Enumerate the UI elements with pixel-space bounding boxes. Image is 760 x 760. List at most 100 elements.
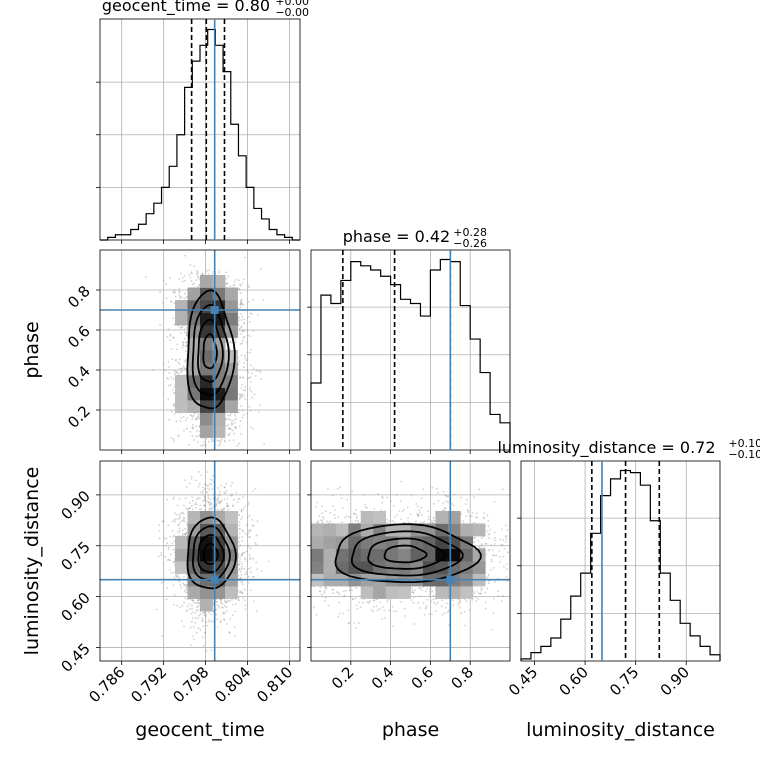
joint-geocent-time-vs-luminosity-distance-sample-point: [212, 475, 215, 477]
joint-geocent-time-vs-phase-density-cell: [187, 400, 201, 413]
joint-geocent-time-vs-phase-sample-point: [230, 428, 232, 431]
joint-geocent-time-vs-phase-sample-point: [224, 440, 226, 443]
joint-geocent-time-vs-phase-sample-point: [238, 328, 241, 330]
joint-geocent-time-vs-phase-sample-point: [185, 334, 188, 337]
joint-geocent-time-vs-phase-sample-point: [229, 340, 232, 343]
joint-geocent-time-vs-phase-sample-point: [172, 291, 175, 294]
joint-geocent-time-vs-luminosity-distance-sample-point: [225, 606, 228, 608]
joint-geocent-time-vs-phase-sample-point: [239, 300, 242, 303]
joint-geocent-time-vs-luminosity-distance-sample-point: [178, 576, 181, 579]
joint-geocent-time-vs-phase-sample-point: [227, 427, 230, 430]
joint-geocent-time-vs-luminosity-distance-sample-point: [208, 488, 211, 491]
joint-geocent-time-vs-luminosity-distance-sample-point: [202, 644, 205, 647]
joint-geocent-time-vs-luminosity-distance-sample-point: [205, 620, 208, 623]
joint-geocent-time-vs-luminosity-distance-sample-point: [234, 602, 237, 605]
joint-geocent-time-vs-phase-sample-point: [244, 385, 247, 388]
joint-geocent-time-vs-luminosity-distance-sample-point: [195, 506, 197, 509]
joint-geocent-time-vs-phase-sample-point: [238, 408, 240, 411]
marginal-geocent-time-frame: [99, 18, 301, 241]
joint-geocent-time-vs-phase-sample-point: [193, 412, 196, 415]
joint-geocent-time-vs-phase-sample-point: [246, 341, 249, 344]
joint-geocent-time-vs-phase-sample-point: [169, 384, 172, 386]
marginal-luminosity-distance-title-lower-error: −0.10: [728, 448, 760, 461]
marginal-luminosity-distance-histogram: [520, 469, 721, 661]
joint-geocent-time-vs-phase-sample-point: [192, 439, 195, 441]
joint-geocent-time-vs-phase-sample-point: [197, 435, 200, 438]
joint-geocent-time-vs-phase-sample-point: [239, 292, 242, 294]
joint-geocent-time-vs-luminosity-distance-sample-point: [245, 572, 248, 575]
joint-geocent-time-vs-luminosity-distance-sample-point: [171, 530, 174, 532]
joint-geocent-time-vs-phase-sample-point: [250, 390, 253, 393]
joint-geocent-time-vs-phase-sample-point: [170, 437, 173, 439]
joint-geocent-time-vs-luminosity-distance-sample-point: [229, 617, 231, 620]
joint-geocent-time-vs-luminosity-distance-sample-point: [241, 530, 244, 533]
joint-geocent-time-vs-luminosity-distance-sample-point: [173, 518, 176, 521]
joint-geocent-time-vs-phase-sample-point: [250, 380, 252, 383]
joint-geocent-time-vs-phase-sample-point: [243, 322, 246, 325]
joint-geocent-time-vs-luminosity-distance-sample-point: [228, 631, 231, 634]
joint-geocent-time-vs-luminosity-distance-sample-point: [172, 584, 175, 587]
joint-geocent-time-vs-phase-sample-point: [177, 434, 180, 437]
joint-geocent-time-vs-luminosity-distance-sample-point: [185, 591, 187, 594]
joint-geocent-time-vs-luminosity-distance-sample-point: [246, 523, 249, 526]
joint-geocent-time-vs-phase-sample-point: [176, 343, 179, 346]
joint-geocent-time-vs-phase-sample-point: [173, 440, 176, 442]
joint-geocent-time-vs-phase-sample-point: [205, 437, 208, 440]
joint-geocent-time-vs-luminosity-distance-sample-point: [219, 493, 221, 496]
joint-geocent-time-vs-phase-sample-point: [240, 301, 243, 304]
joint-geocent-time-vs-luminosity-distance-sample-point: [177, 518, 180, 520]
joint-geocent-time-vs-luminosity-distance-sample-point: [185, 585, 187, 588]
joint-geocent-time-vs-phase-sample-point: [190, 414, 193, 417]
joint-geocent-time-vs-luminosity-distance-sample-point: [169, 535, 171, 538]
joint-geocent-time-vs-luminosity-distance-sample-point: [246, 546, 249, 548]
joint-geocent-time-vs-phase-sample-point: [228, 439, 231, 442]
joint-geocent-time-vs-phase-sample-point: [229, 419, 232, 422]
joint-geocent-time-vs-luminosity-distance-sample-point: [215, 608, 218, 611]
joint-geocent-time-vs-luminosity-distance-sample-point: [183, 575, 185, 578]
joint-geocent-time-vs-phase-sample-point: [218, 269, 221, 272]
joint-geocent-time-vs-luminosity-distance-sample-point: [195, 502, 197, 504]
joint-geocent-time-vs-phase-sample-point: [225, 271, 228, 274]
joint-geocent-time-vs-luminosity-distance-sample-point: [231, 493, 234, 495]
joint-geocent-time-vs-luminosity-distance-sample-point: [243, 567, 246, 570]
joint-geocent-time-vs-luminosity-distance-sample-point: [237, 596, 240, 599]
joint-geocent-time-vs-luminosity-distance-sample-point: [165, 537, 168, 540]
joint-geocent-time-vs-luminosity-distance-sample-point: [164, 537, 166, 540]
joint-geocent-time-vs-luminosity-distance-sample-point: [219, 619, 222, 622]
joint-geocent-time-vs-luminosity-distance-sample-point: [190, 505, 193, 507]
marginal-geocent-time-title-lower-error: −0.00: [275, 6, 309, 19]
joint-geocent-time-vs-luminosity-distance-sample-point: [177, 524, 180, 526]
joint-geocent-time-vs-luminosity-distance-sample-point: [160, 554, 163, 557]
joint-geocent-time-vs-phase-sample-point: [183, 274, 186, 277]
joint-geocent-time-vs-phase-sample-point: [229, 432, 231, 435]
joint-geocent-time-vs-luminosity-distance-sample-point: [174, 573, 177, 576]
joint-geocent-time-vs-phase-sample-point: [227, 424, 230, 426]
joint-geocent-time-vs-luminosity-distance-sample-point: [211, 488, 214, 490]
joint-geocent-time-vs-phase-sample-point: [258, 411, 260, 413]
joint-geocent-time-vs-phase-sample-point: [178, 297, 181, 299]
joint-geocent-time-vs-phase-sample-point: [249, 312, 252, 315]
joint-geocent-time-vs-phase-sample-point: [259, 267, 262, 270]
joint-geocent-time-vs-luminosity-distance-sample-point: [158, 537, 161, 540]
joint-geocent-time-vs-phase-sample-point: [182, 344, 185, 347]
joint-geocent-time-vs-phase-sample-point: [229, 341, 232, 344]
joint-geocent-time-vs-luminosity-distance-sample-point: [184, 597, 186, 600]
joint-geocent-time-vs-luminosity-distance-sample-point: [249, 589, 252, 592]
joint-geocent-time-vs-phase-sample-point: [176, 348, 178, 351]
joint-geocent-time-vs-phase-sample-point: [181, 276, 184, 279]
joint-geocent-time-vs-luminosity-distance-sample-point: [215, 502, 218, 505]
joint-geocent-time-vs-phase-sample-point: [178, 290, 180, 293]
joint-geocent-time-vs-phase-sample-point: [183, 280, 186, 282]
joint-geocent-time-vs-luminosity-distance-sample-point: [172, 603, 175, 606]
joint-geocent-time-vs-luminosity-distance-sample-point: [176, 513, 179, 516]
joint-geocent-time-vs-phase-sample-point: [238, 442, 241, 445]
joint-geocent-time-vs-phase-sample-point: [249, 409, 252, 412]
joint-geocent-time-vs-phase-sample-point: [241, 339, 244, 342]
joint-geocent-time-vs-phase-sample-point: [195, 418, 197, 421]
joint-geocent-time-vs-phase-sample-point: [247, 334, 249, 337]
joint-geocent-time-vs-phase-sample-point: [184, 297, 186, 300]
joint-geocent-time-vs-phase-sample-point: [241, 409, 244, 412]
joint-geocent-time-vs-luminosity-distance-sample-point: [203, 488, 206, 491]
joint-geocent-time-vs-phase-sample-point: [239, 283, 241, 286]
joint-geocent-time-vs-phase-density-cell: [175, 400, 188, 413]
